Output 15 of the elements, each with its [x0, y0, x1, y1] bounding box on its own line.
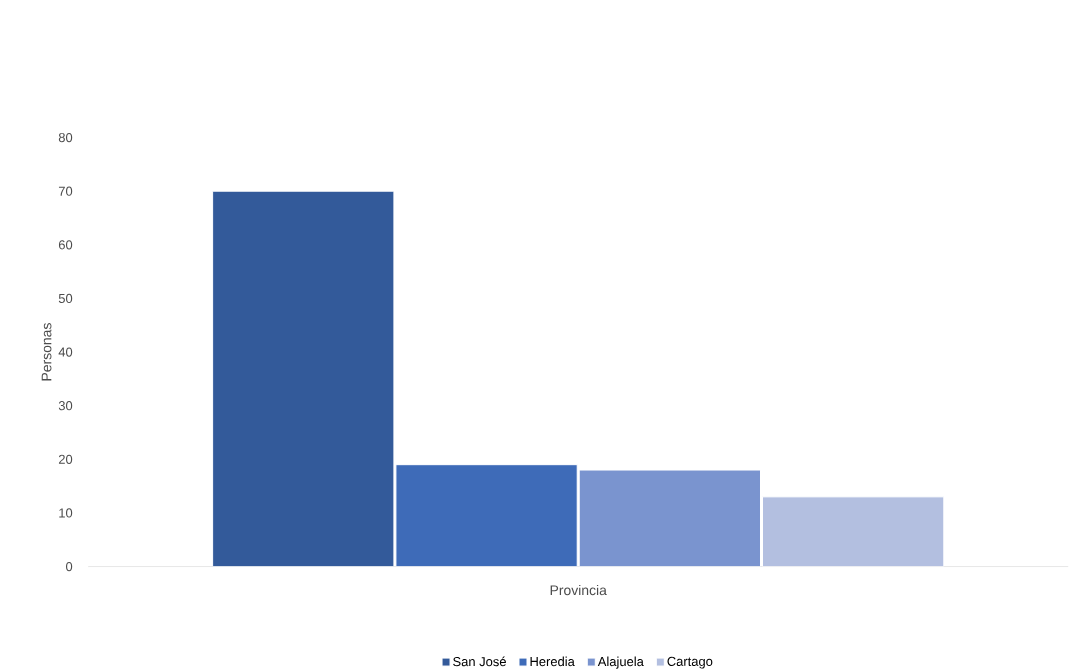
- y-tick-label: 80: [58, 133, 73, 143]
- y-tick-label: 40: [58, 347, 73, 357]
- y-axis-title: Personas: [41, 323, 52, 381]
- legend-label: San José: [453, 656, 506, 667]
- y-tick-label: 20: [58, 454, 73, 465]
- legend-label: Alajuela: [597, 656, 644, 669]
- y-tick-label: 50: [58, 294, 73, 304]
- y-tick-label: 30: [58, 401, 73, 411]
- y-tick-label: 70: [58, 186, 73, 196]
- legend-label: Cartago: [667, 657, 713, 669]
- y-tick-label: 60: [58, 240, 73, 250]
- x-axis-title: Provincia: [550, 585, 607, 596]
- legend-label: Heredia: [530, 656, 575, 667]
- y-tick-label: 10: [59, 508, 73, 518]
- y-tick-label: 0: [65, 562, 73, 572]
